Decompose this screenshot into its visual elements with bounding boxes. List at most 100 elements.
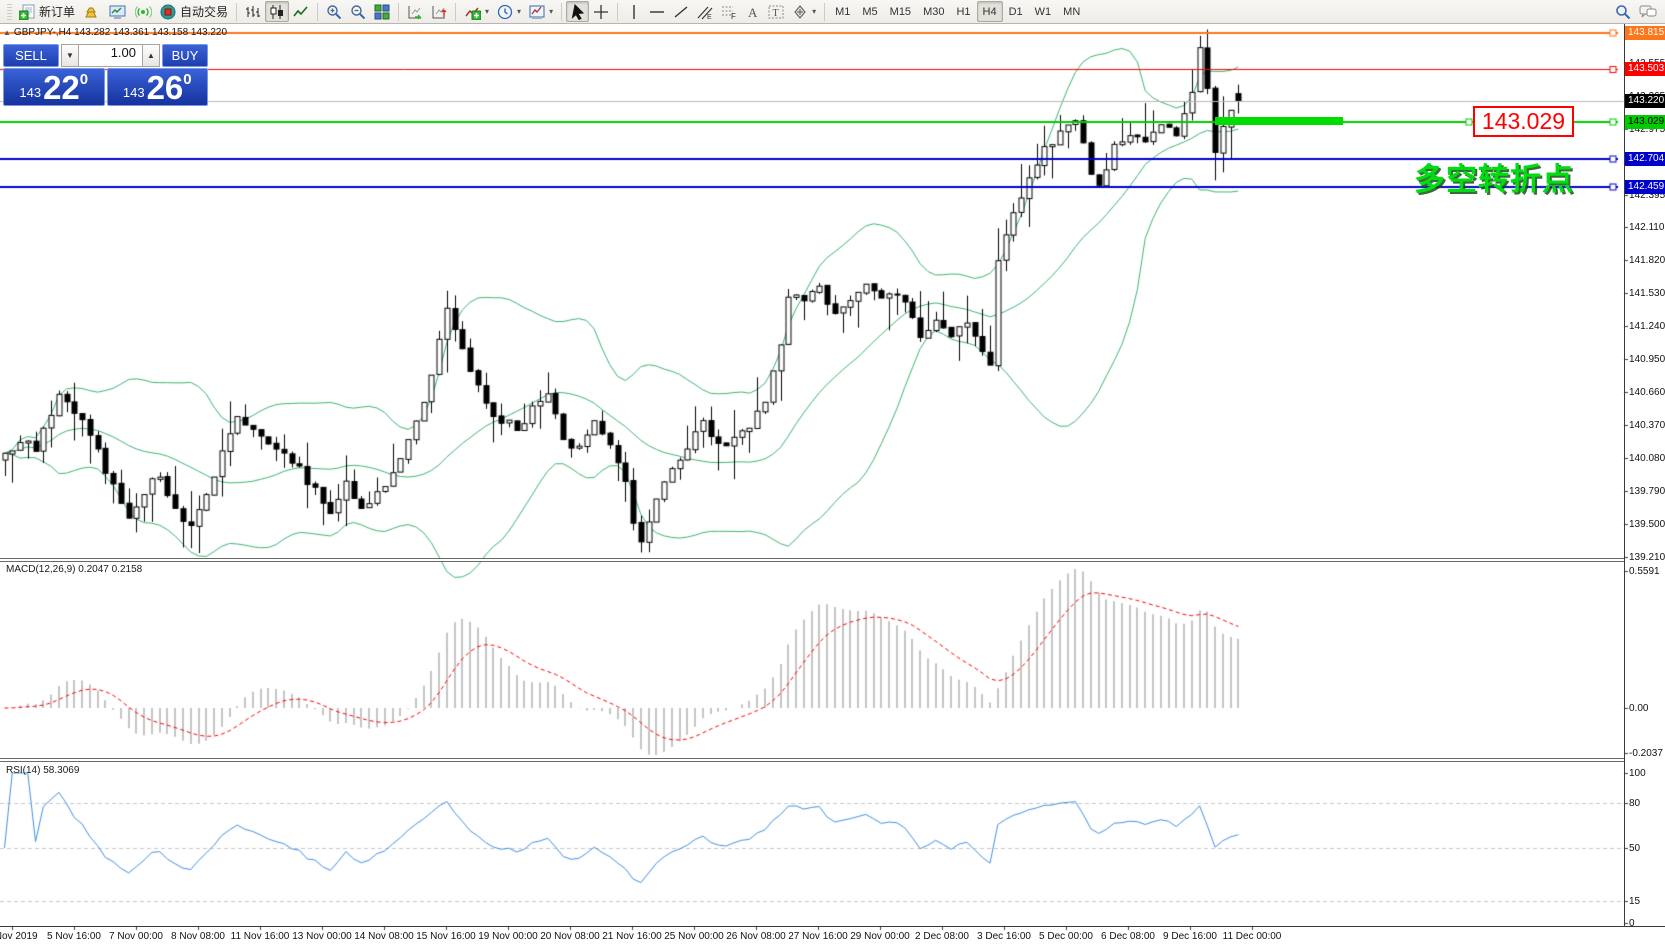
timeframe-d1-button[interactable]: D1 xyxy=(1008,5,1023,18)
autotrade-button[interactable]: 自动交易 xyxy=(156,1,232,22)
axis-tick-label: 139.210 xyxy=(1629,552,1665,564)
time-tick-label: 11 Nov 16:00 xyxy=(230,931,290,942)
toolbar-group: 新订单 自动交易 xyxy=(15,0,232,23)
channel-button[interactable]: E xyxy=(693,1,717,22)
chart-shift-button[interactable] xyxy=(427,1,451,22)
time-tick-label: 11 Dec 00:00 xyxy=(1222,931,1282,942)
crosshair-button[interactable] xyxy=(589,1,613,22)
search-icon xyxy=(1615,4,1631,20)
toolbar-group: ▾ ▾ ▾ xyxy=(460,0,557,23)
vertical-line-icon xyxy=(628,4,640,20)
turning-point-text[interactable]: 多空转折点 xyxy=(1414,162,1574,197)
time-tick-label: 15 Nov 16:00 xyxy=(416,931,476,942)
bar-chart-button[interactable] xyxy=(241,1,265,22)
timeframe-h4-button[interactable]: H4 xyxy=(976,1,1003,22)
zoom-in-button[interactable] xyxy=(322,1,346,22)
timeframe-m30-button[interactable]: M30 xyxy=(923,5,945,18)
chevron-down-icon[interactable]: ▾ xyxy=(549,7,554,16)
chart-canvas[interactable] xyxy=(0,24,1665,948)
time-tick-label: 25 Nov 00:00 xyxy=(664,931,724,942)
timeframe-m15-button[interactable]: M15 xyxy=(889,5,912,18)
timeframe-m1-button[interactable]: M1 xyxy=(835,5,851,18)
buy-price-small: 143 xyxy=(122,85,145,100)
price-line-label: 143.503 xyxy=(1625,61,1665,76)
chevron-down-icon[interactable]: ▾ xyxy=(812,7,817,16)
zoom-out-button[interactable] xyxy=(346,1,370,22)
buy-price-sup: 0 xyxy=(183,71,192,88)
time-tick-label: 7 Nov 00:00 xyxy=(109,931,163,942)
shapes-button[interactable]: ▾ xyxy=(788,1,820,22)
search-button[interactable] xyxy=(1611,1,1635,22)
time-tick-label: 5 Nov 16:00 xyxy=(47,931,101,942)
pane-separator-rsi[interactable] xyxy=(0,758,1624,762)
pane-separator-macd[interactable] xyxy=(0,558,1624,562)
toolbar-separator xyxy=(398,2,400,21)
toolbar: 新订单 自动交易 ▾ ▾ ▾ E F A T ▾ M1 M5 M15 M30 H1 H4 D1 W1 MN xyxy=(0,0,1665,24)
shapes-icon xyxy=(792,4,808,20)
buy-button[interactable]: BUY xyxy=(162,44,208,67)
time-tick-label: 21 Nov 16:00 xyxy=(602,931,662,942)
timeframe-mn-button[interactable]: MN xyxy=(1063,5,1081,18)
chart-shift-icon xyxy=(431,4,447,20)
periods-icon xyxy=(497,4,513,20)
candlestick-button[interactable] xyxy=(265,1,290,22)
gold-button[interactable] xyxy=(79,1,105,22)
svg-text:T: T xyxy=(773,8,779,19)
price-line-label: 143.220 xyxy=(1625,93,1665,108)
toolbar-separator xyxy=(236,2,238,21)
axis-tick-label: 141.240 xyxy=(1629,321,1665,333)
horizontal-line-button[interactable] xyxy=(645,1,669,22)
timeframe-h1-button[interactable]: H1 xyxy=(956,5,971,18)
sell-quote[interactable]: 143 22 0 xyxy=(3,68,105,106)
cursor-button[interactable] xyxy=(566,1,590,22)
trendline-button[interactable] xyxy=(669,1,693,22)
market-watch-button[interactable] xyxy=(105,1,131,22)
auto-scroll-button[interactable] xyxy=(403,1,427,22)
svg-text:E: E xyxy=(707,14,712,20)
volume-input[interactable]: 1.00 xyxy=(79,44,142,67)
templates-icon xyxy=(529,4,545,20)
periods-button[interactable]: ▾ xyxy=(493,1,525,22)
toolbar-separator xyxy=(824,2,826,21)
templates-button[interactable]: ▾ xyxy=(525,1,557,22)
toolbar-group xyxy=(322,0,394,23)
toolbar-separator xyxy=(617,2,619,21)
indicators-button[interactable]: ▾ xyxy=(460,1,493,22)
axis-tick-label: 100 xyxy=(1629,768,1646,779)
vertical-line-button[interactable] xyxy=(622,1,645,22)
new-order-button[interactable]: 新订单 xyxy=(15,1,79,22)
chevron-down-icon[interactable]: ▾ xyxy=(517,7,522,16)
axis-tick-label: 80 xyxy=(1629,798,1641,809)
toolbar-group: E F A T ▾ xyxy=(622,0,820,23)
cursor-icon xyxy=(571,3,585,20)
toolbar-group xyxy=(403,0,451,23)
axis-tick-label: 140.080 xyxy=(1629,453,1665,465)
buy-quote[interactable]: 143 26 0 xyxy=(106,68,208,106)
fibonacci-button[interactable]: F xyxy=(717,1,741,22)
time-tick-label: 8 Nov 08:00 xyxy=(171,931,225,942)
tile-windows-button[interactable] xyxy=(370,1,394,22)
timeframe-m5-button[interactable]: M5 xyxy=(862,5,878,18)
sell-button[interactable]: SELL xyxy=(3,44,59,67)
chevron-down-icon[interactable]: ▾ xyxy=(485,7,490,16)
volume-down-button[interactable]: ▼ xyxy=(61,44,79,67)
channel-icon: E xyxy=(697,4,713,20)
signal-button[interactable] xyxy=(131,1,156,22)
toolbar-button-label: 新订单 xyxy=(39,5,76,19)
line-chart-button[interactable] xyxy=(289,1,313,22)
timeframe-group: M1 M5 M15 M30 H1 H4 D1 W1 MN xyxy=(829,0,1086,23)
chat-button[interactable] xyxy=(1635,1,1661,22)
axis-tick-label: 139.500 xyxy=(1629,519,1665,531)
volume-up-button[interactable]: ▲ xyxy=(142,44,160,67)
chart-window: ▲ GBPJPY-,H4 143.282 143.361 143.158 143.… xyxy=(0,24,1665,948)
text-label-button[interactable]: T xyxy=(764,1,788,22)
timeframe-w1-button[interactable]: W1 xyxy=(1034,5,1052,18)
toolbar-button-label: 自动交易 xyxy=(180,5,229,19)
toolbar-right xyxy=(1611,1,1661,22)
axis-tick-label: 139.790 xyxy=(1629,486,1665,498)
thick-green-trendline[interactable] xyxy=(1215,117,1343,125)
sell-price-big: 22 xyxy=(43,69,80,106)
horizontal-line-icon xyxy=(649,4,665,20)
price-callout-box[interactable]: 143.029 xyxy=(1473,106,1574,137)
text-button[interactable]: A xyxy=(741,1,764,22)
